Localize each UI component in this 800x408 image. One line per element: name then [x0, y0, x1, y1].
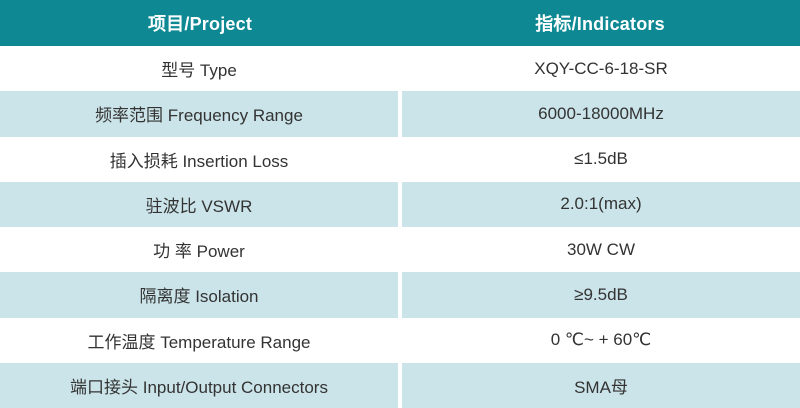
- table-row: 功 率 Power 30W CW: [0, 227, 800, 273]
- table-row: 型号 Type XQY-CC-6-18-SR: [0, 46, 800, 92]
- column-divider: [398, 227, 402, 273]
- column-divider: [398, 136, 402, 182]
- table-row: 驻波比 VSWR 2.0:1(max): [0, 181, 800, 227]
- indicator-cell: 0 ℃~ + 60℃: [402, 317, 800, 363]
- header-indicators: 指标/Indicators: [535, 14, 665, 34]
- indicator-cell: ≤1.5dB: [402, 136, 800, 182]
- project-cell: 隔离度 Isolation: [0, 272, 398, 318]
- indicator-cell: ≥9.5dB: [402, 272, 800, 318]
- table-row: 插入损耗 Insertion Loss ≤1.5dB: [0, 136, 800, 182]
- project-cell: 工作温度 Temperature Range: [0, 317, 398, 363]
- project-cell: 驻波比 VSWR: [0, 181, 398, 227]
- table-row: 端口接头 Input/Output Connectors SMA母: [0, 362, 800, 408]
- column-divider: [398, 181, 402, 227]
- column-divider: [398, 362, 402, 408]
- table-row: 工作温度 Temperature Range 0 ℃~ + 60℃: [0, 317, 800, 363]
- project-cell: 功 率 Power: [0, 227, 398, 273]
- indicator-cell: XQY-CC-6-18-SR: [402, 46, 800, 92]
- table-row: 频率范围 Frequency Range 6000-18000MHz: [0, 91, 800, 137]
- table-row: 隔离度 Isolation ≥9.5dB: [0, 272, 800, 318]
- column-divider: [398, 272, 402, 318]
- column-divider: [398, 91, 402, 137]
- project-cell: 端口接头 Input/Output Connectors: [0, 362, 398, 408]
- indicator-cell: SMA母: [402, 362, 800, 408]
- project-cell: 插入损耗 Insertion Loss: [0, 136, 398, 182]
- table-header-row: 项目/Project 指标/Indicators: [0, 0, 800, 46]
- indicator-cell: 2.0:1(max): [402, 181, 800, 227]
- indicator-cell: 30W CW: [402, 227, 800, 273]
- project-cell: 型号 Type: [0, 46, 398, 92]
- indicator-cell: 6000-18000MHz: [402, 91, 800, 137]
- project-cell: 频率范围 Frequency Range: [0, 91, 398, 137]
- header-project: 项目/Project: [147, 14, 253, 34]
- column-divider: [398, 46, 402, 92]
- column-divider: [398, 317, 402, 363]
